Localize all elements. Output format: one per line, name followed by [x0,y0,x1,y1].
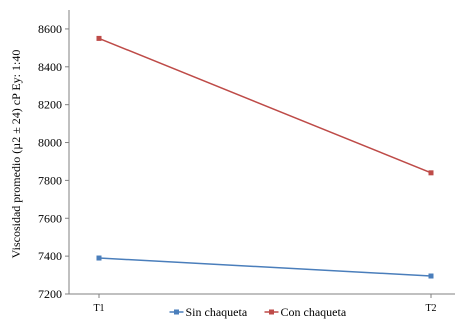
y-tick-label: 8600 [38,22,62,36]
y-tick-label: 8000 [38,136,62,150]
y-tick-label: 7600 [38,211,62,225]
legend-swatch-marker [174,309,179,315]
x-tick-label: T2 [425,303,436,314]
data-point [428,273,434,279]
data-point [96,255,102,261]
x-tick-label: T1 [93,303,104,314]
axes [68,10,455,295]
y-tick-label: 8400 [38,60,62,74]
y-tick-label: 7200 [38,287,62,301]
y-axis-title: Viscosidad promedio (µ2 ± 24) cP Ey: 1:4… [9,50,23,259]
series-line [98,257,432,277]
y-tick-label: 8200 [38,98,62,112]
legend-label: Con chaqueta [281,305,347,319]
y-tick-label: 7800 [38,173,62,187]
series-line [98,37,432,174]
x-axis-ticks: T1 T2 [93,294,437,314]
legend-item-1: Sin chaqueta [169,305,248,319]
data-point [428,170,434,176]
series-layer [96,35,434,279]
legend-label: Sin chaqueta [186,305,248,319]
legend-swatch-marker [269,309,274,315]
series-2 [96,35,434,176]
legend: Sin chaqueta Con chaqueta [169,305,347,319]
y-axis-ticks: 7200 7400 7600 7800 8000 8200 8400 8600 [38,22,69,301]
legend-item-2: Con chaqueta [264,305,347,319]
y-tick-label: 7400 [38,249,62,263]
data-point [96,35,102,41]
series-1 [96,255,434,279]
